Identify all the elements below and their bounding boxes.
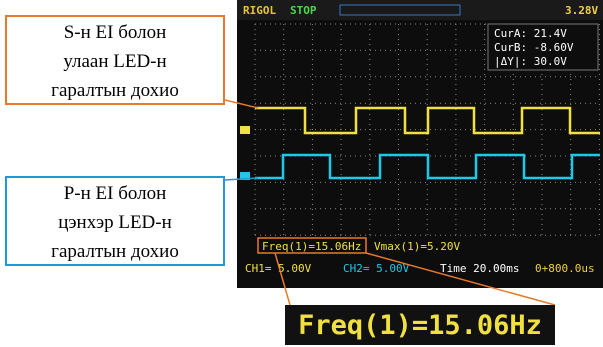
annotation-blue: P-н EI болон цэнхэр LED-н гаралтын дохио (5, 176, 225, 266)
offset: 0+800.0us (535, 262, 595, 275)
zoom-label: Freq(1)=15.06Hz (298, 310, 542, 341)
vmax-measure: Vmax(1)=5.20V (374, 240, 460, 253)
note-line: гаралтын дохио (7, 237, 223, 266)
page: RIGOL STOP 3.28V CurA: 21.4V CurB: -8.60… (0, 0, 603, 347)
note-line: гаралтын дохио (7, 76, 223, 105)
status: STOP (290, 4, 317, 17)
ch1-marker (240, 126, 250, 134)
freq-measure: Freq(1)=15.06Hz (262, 240, 361, 253)
timebase: Time 20.00ms (440, 262, 519, 275)
annotation-red: S-н EI болон улаан LED-н гаралтын дохио (5, 15, 225, 105)
note-line: улаан LED-н (7, 47, 223, 76)
cursor-a: CurA: 21.4V (494, 27, 567, 40)
cursor-delta: |ΔY|: 30.0V (494, 55, 567, 68)
note-line: P-н EI болон (7, 179, 223, 208)
trigger-level: 3.28V (565, 4, 598, 17)
note-line: цэнхэр LED-н (7, 208, 223, 237)
ch2-scale: CH2= 5.00V (343, 262, 410, 275)
note-line: S-н EI болон (7, 18, 223, 47)
cursor-b: CurB: -8.60V (494, 41, 574, 54)
brand: RIGOL (243, 4, 276, 17)
